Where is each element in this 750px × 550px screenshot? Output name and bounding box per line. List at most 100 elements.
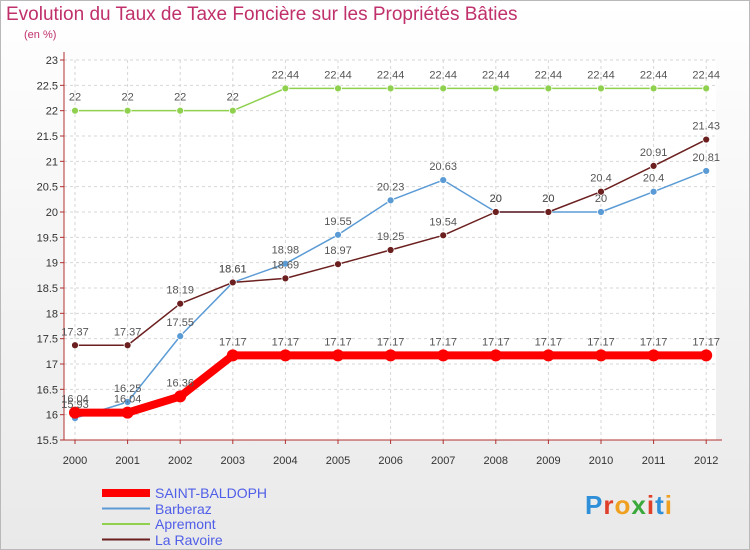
data-label: 18.19: [166, 285, 194, 297]
data-point: [439, 231, 448, 240]
data-point: [597, 84, 605, 93]
data-point: [439, 176, 448, 184]
data-label: 16.04: [114, 394, 142, 406]
chart-title: Evolution du Taux de Taxe Foncière sur l…: [6, 4, 518, 25]
y-tick-label: 21.5: [37, 131, 58, 143]
data-point: [595, 349, 607, 362]
data-point: [384, 349, 397, 362]
data-label: 19.55: [324, 216, 352, 228]
data-label: 22: [69, 92, 81, 104]
data-point: [334, 260, 342, 269]
data-point: [176, 106, 185, 115]
data-label: 20.63: [429, 161, 457, 173]
logo-letter: r: [603, 490, 615, 520]
data-label: 22.44: [482, 69, 510, 81]
y-tick-label: 22.5: [37, 80, 58, 92]
data-label: 21.43: [692, 121, 720, 133]
y-tick-label: 15.5: [37, 435, 58, 447]
logo-letter: i: [664, 490, 673, 520]
data-label: 17.17: [640, 336, 668, 348]
data-point: [439, 84, 448, 93]
logo-letter: x: [631, 490, 647, 520]
data-label: 16.04: [61, 394, 89, 406]
data-point: [702, 135, 711, 144]
data-label: 17.55: [166, 317, 194, 329]
data-point: [123, 398, 132, 406]
data-label: 18.98: [272, 245, 300, 257]
data-label: 22.44: [429, 69, 457, 81]
legend-label: La Ravoire: [155, 531, 223, 548]
data-point: [281, 259, 290, 268]
data-point: [386, 84, 395, 93]
data-label: 22.44: [377, 69, 405, 81]
data-label: 20.4: [590, 173, 611, 185]
data-label: 20: [542, 193, 554, 205]
data-point: [702, 84, 711, 93]
x-tick-label: 2009: [536, 455, 560, 467]
data-label: 16.25: [114, 383, 142, 395]
data-label: 20: [542, 193, 554, 205]
y-tick-label: 19: [46, 258, 58, 270]
data-point: [491, 208, 500, 216]
data-point: [176, 299, 185, 308]
data-label: 22.44: [535, 69, 563, 81]
y-tick-label: 16: [46, 410, 58, 422]
x-tick-label: 2001: [115, 455, 139, 467]
data-label: 17.37: [61, 326, 89, 338]
y-tick-label: 17: [46, 359, 58, 371]
data-point: [281, 84, 290, 93]
data-point: [437, 349, 450, 362]
x-tick-label: 2012: [694, 455, 718, 467]
legend-label: Apremont: [155, 516, 216, 532]
y-tick-label: 19.5: [37, 232, 58, 244]
data-point: [702, 167, 711, 175]
data-point: [649, 161, 658, 170]
y-tick-label: 18.5: [37, 283, 58, 295]
data-point: [71, 106, 79, 115]
logo-letter: o: [614, 490, 632, 520]
data-label: 20.91: [640, 147, 668, 159]
data-label: 17.17: [482, 336, 510, 348]
x-tick-label: 2004: [273, 455, 297, 467]
data-point: [386, 196, 395, 205]
y-tick-label: 21: [46, 156, 58, 168]
data-label: 19.25: [377, 231, 405, 243]
data-label: 17.17: [272, 336, 300, 348]
y-tick-label: 18: [46, 308, 58, 320]
data-point: [281, 274, 290, 283]
data-point: [647, 349, 660, 362]
data-label: 17.17: [219, 336, 247, 348]
data-label: 20.4: [643, 173, 664, 185]
chart-subtitle: (en %): [24, 29, 57, 41]
data-point: [226, 349, 239, 362]
data-label: 22.44: [640, 69, 668, 81]
data-label: 22: [174, 92, 186, 104]
x-tick-label: 2003: [221, 455, 245, 467]
data-label: 16.36: [166, 377, 194, 389]
logo-letter: P: [585, 490, 604, 520]
x-tick-label: 2011: [642, 455, 666, 467]
x-tick-label: 2006: [378, 455, 402, 467]
data-label: 17.17: [587, 336, 615, 348]
data-label: 18.69: [272, 259, 300, 271]
data-label: 22: [121, 92, 133, 104]
data-point: [228, 278, 237, 287]
data-label: 18.61: [219, 263, 247, 275]
y-tick-label: 16.5: [37, 384, 58, 396]
data-point: [544, 84, 553, 93]
data-point: [544, 208, 553, 216]
proxiti-logo: Proxiti: [585, 490, 673, 521]
data-point: [176, 332, 185, 341]
data-label: 22.44: [272, 69, 300, 81]
data-label: 20.81: [692, 152, 720, 164]
data-point: [123, 341, 132, 350]
x-tick-label: 2007: [431, 455, 455, 467]
data-point: [649, 84, 658, 93]
data-point: [228, 106, 237, 115]
y-tick-label: 20.5: [37, 182, 58, 194]
data-label: 18.97: [324, 245, 352, 257]
data-label: 17.17: [535, 336, 563, 348]
data-label: 22.44: [692, 69, 720, 81]
y-tick-label: 23: [46, 55, 58, 67]
